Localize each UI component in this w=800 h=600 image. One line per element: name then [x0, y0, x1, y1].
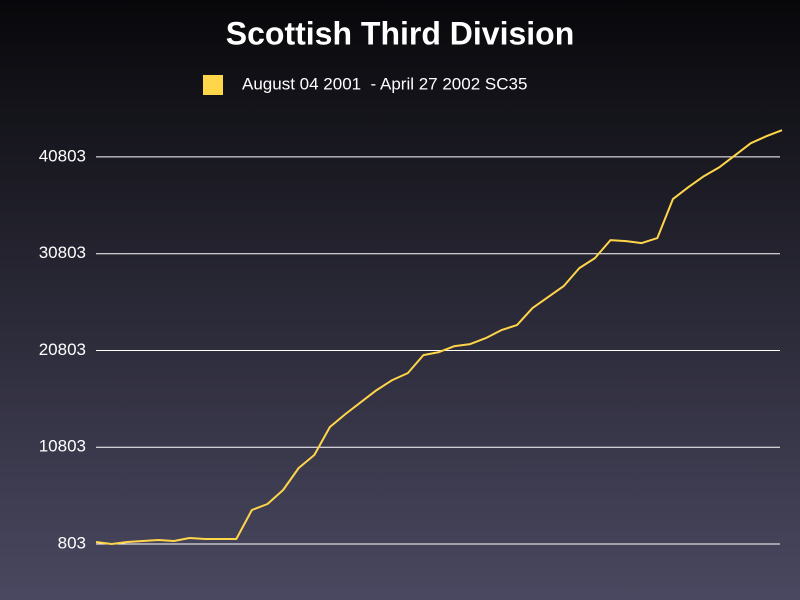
y-tick-label: 803 [58, 533, 86, 552]
y-tick-label: 20803 [39, 340, 86, 359]
data-line [95, 129, 783, 545]
y-tick-label: 10803 [39, 437, 86, 456]
y-tick-label: 30803 [39, 243, 86, 262]
legend-swatch [203, 75, 223, 95]
legend-label: August 04 2001 - April 27 2002 SC35 [242, 74, 527, 93]
y-tick-label: 40803 [39, 146, 86, 165]
chart-title: Scottish Third Division [226, 15, 574, 51]
